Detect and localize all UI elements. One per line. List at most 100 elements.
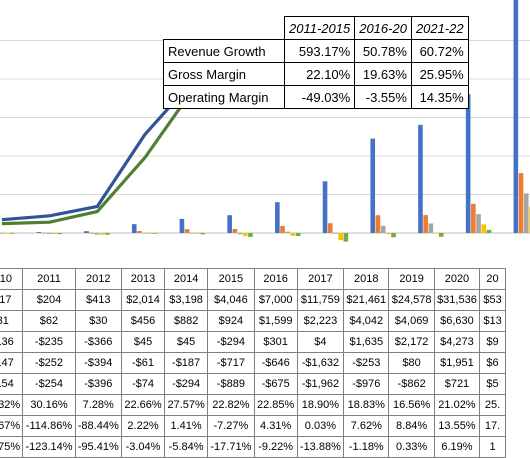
bar — [184, 229, 190, 233]
data-table-cell: -$154 — [0, 373, 24, 395]
data-table-cell: 18.90% — [296, 394, 345, 416]
data-table-cell: 2011 — [22, 268, 76, 290]
bar — [433, 232, 439, 234]
data-table-cell: -114.86% — [22, 415, 76, 437]
data-table: 2010201120122013201420152016201720182019… — [0, 268, 506, 458]
summary-cell: 25.95% — [410, 62, 469, 86]
data-table-cell: 2012 — [74, 268, 122, 290]
summary-header-row: 2011-2015 2016-20 2021-22 — [163, 16, 469, 40]
bar — [94, 233, 100, 235]
data-table-cell: 13.55% — [433, 415, 481, 437]
data-table-cell: 2019 — [388, 268, 435, 290]
data-table-cell: 4.31% — [253, 415, 298, 437]
data-table-row: -$154-$254-$396-$74-$294-$889-$675-$1,96… — [0, 373, 506, 395]
data-table-row: 2010201120122013201420152016201720182019… — [0, 268, 506, 290]
data-table-cell: 2015 — [207, 268, 255, 290]
summary-row-label: Operating Margin — [163, 85, 285, 109]
data-table-cell: $4,046 — [207, 289, 255, 311]
data-table-cell: 2014 — [164, 268, 209, 290]
data-table-cell: $6,630 — [433, 310, 481, 332]
data-table-cell: -$675 — [253, 373, 298, 395]
data-table-row: $117$204$413$2,014$3,198$4,046$7,000$11,… — [0, 289, 506, 311]
data-table-cell: $11,759 — [296, 289, 345, 311]
data-table-cell: $924 — [207, 310, 255, 332]
bar — [322, 181, 328, 233]
data-table-cell: $45 — [164, 331, 209, 353]
data-table-cell: -5.84% — [164, 436, 209, 458]
data-table-cell: $45 — [120, 331, 166, 353]
data-table-cell: -1.18% — [343, 436, 390, 458]
data-table-cell: $1,599 — [253, 310, 298, 332]
bar — [9, 233, 15, 234]
data-table-cell: -$394 — [74, 352, 122, 374]
data-table-cell: 1.41% — [164, 415, 209, 437]
bar — [41, 232, 47, 234]
bar — [418, 124, 423, 233]
data-table-cell: 2.22% — [120, 415, 166, 437]
data-table-cell: $204 — [22, 289, 76, 311]
data-table-cell: -95.41% — [74, 436, 122, 458]
data-table-cell: 18.83% — [343, 394, 390, 416]
data-table-cell: -$717 — [207, 352, 255, 374]
bar — [179, 218, 185, 233]
summary-row-label: Gross Margin — [163, 62, 285, 86]
data-table-cell: 2010 — [0, 268, 24, 290]
data-table-cell: $456 — [120, 310, 166, 332]
data-table-cell: 27.57% — [164, 394, 209, 416]
data-table-cell: 30.16% — [22, 394, 76, 416]
data-table-cell: 6.19% — [433, 436, 481, 458]
bar — [57, 233, 62, 235]
summary-cell: -49.03% — [283, 85, 356, 109]
data-table-cell: -16.32% — [0, 394, 24, 416]
data-table-cell: 2020 — [433, 268, 481, 290]
data-table-cell: 2017 — [296, 268, 345, 290]
summary-row: Gross Margin 22.10% 19.63% 25.95% — [163, 62, 469, 86]
bar — [386, 233, 391, 235]
data-table-cell: $31 — [0, 310, 24, 332]
summary-row: Operating Margin -49.03% -3.55% 14.35% — [163, 85, 469, 109]
data-table-cell: $53 — [479, 289, 506, 311]
data-table-cell: -$862 — [388, 373, 435, 395]
data-table-cell: -$136 — [0, 331, 24, 353]
data-table-cell: -$396 — [74, 373, 122, 395]
data-table-cell: $2,014 — [120, 289, 166, 311]
data-table-cell: $4,042 — [343, 310, 390, 332]
summary-row-label: Revenue Growth — [163, 39, 285, 63]
summary-cell: 22.10% — [283, 62, 356, 86]
bar — [471, 203, 476, 233]
data-table-cell: $721 — [433, 373, 481, 395]
data-table-cell: $62 — [22, 310, 76, 332]
bar — [89, 232, 95, 234]
data-table-cell: 17. — [479, 415, 506, 437]
data-table-cell: -25.75% — [0, 436, 24, 458]
summary-cell: 19.63% — [354, 62, 412, 86]
data-table-cell: $31,536 — [433, 289, 481, 311]
data-table-cell: $30 — [74, 310, 122, 332]
data-table-cell: -$294 — [164, 373, 209, 395]
data-table-cell: $4 — [296, 331, 345, 353]
bar — [0, 233, 4, 234]
data-table-cell: 0.33% — [388, 436, 435, 458]
bar — [280, 225, 285, 233]
data-table-cell: -123.14% — [22, 436, 76, 458]
bar — [190, 232, 195, 234]
data-table-row: -$136-$235-$366$45$45-$294$301$4$1,635$2… — [0, 331, 506, 353]
data-table-cell: -9.22% — [253, 436, 298, 458]
data-table-cell: 0.03% — [296, 415, 345, 437]
summary-cell: 50.78% — [354, 39, 412, 63]
data-table-cell: $3,198 — [164, 289, 209, 311]
data-table-cell: -$147 — [0, 352, 24, 374]
data-table-cell: -$253 — [343, 352, 390, 374]
bar — [195, 233, 200, 234]
data-table-cell: 22.85% — [253, 394, 298, 416]
data-table-row: -16.32%30.16%7.28%22.66%27.57%22.82%22.8… — [0, 394, 506, 416]
data-table-cell: 25. — [479, 394, 506, 416]
data-table-cell: -88.44% — [74, 415, 122, 437]
summary-header: 2021-22 — [410, 16, 469, 40]
data-table-cell: 2016 — [253, 268, 298, 290]
summary-header: 2016-20 — [354, 16, 412, 40]
bar — [46, 233, 52, 235]
data-table-cell: 8.84% — [388, 415, 435, 437]
bar — [275, 202, 280, 233]
bar — [518, 173, 524, 233]
